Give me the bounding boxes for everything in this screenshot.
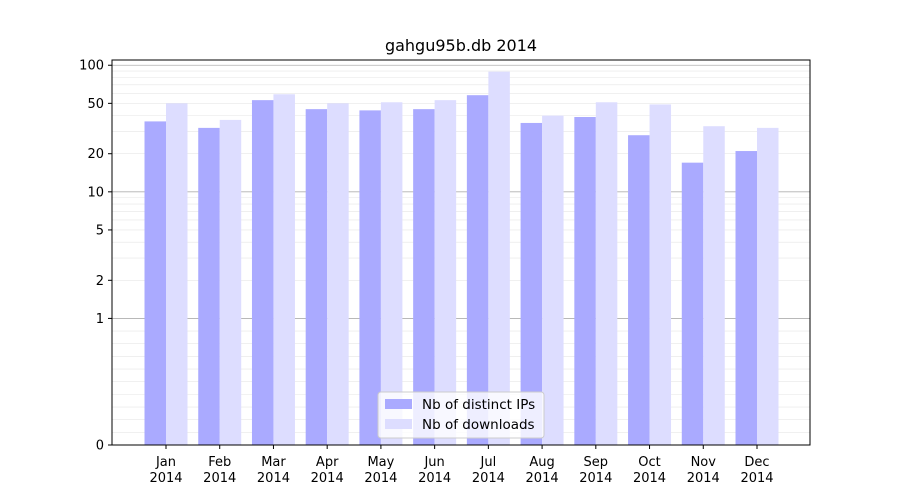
- bar-distinct-ips-10: [681, 162, 704, 445]
- x-tick-label: Nov 2014: [687, 455, 720, 486]
- bar-distinct-ips-9: [628, 135, 650, 445]
- bar-downloads-5: [434, 100, 457, 445]
- bar-distinct-ips-2: [251, 100, 274, 445]
- x-tick-label: Apr 2014: [311, 455, 344, 486]
- x-tick-label: Aug 2014: [526, 455, 559, 486]
- bar-downloads-11: [757, 127, 779, 445]
- bar-downloads-1: [219, 119, 242, 445]
- x-tick-label: Feb 2014: [203, 455, 236, 486]
- bar-distinct-ips-7: [520, 122, 543, 445]
- bar-downloads-7: [542, 115, 564, 445]
- bar-downloads-3: [327, 103, 349, 445]
- legend-swatch: [385, 399, 412, 409]
- bar-downloads-4: [380, 102, 403, 445]
- bar-downloads-0: [166, 103, 188, 445]
- bar-distinct-ips-3: [305, 109, 328, 446]
- y-tick-label: 50: [87, 97, 104, 112]
- x-tick-label: Oct 2014: [633, 455, 666, 486]
- legend: Nb of distinct IPs Nb of downloads: [377, 391, 545, 439]
- legend-label: Nb of downloads: [422, 417, 535, 433]
- chart-title: gahgu95b.db 2014: [385, 36, 537, 55]
- bar-distinct-ips-5: [413, 109, 435, 446]
- legend-box: [377, 391, 545, 439]
- y-tick-label: 20: [87, 147, 104, 162]
- x-tick-label: Mar 2014: [257, 455, 290, 486]
- y-tick-label: 0: [96, 439, 104, 454]
- bar-distinct-ips-4: [359, 110, 381, 445]
- y-tick-label: 2: [96, 274, 104, 289]
- bar-downloads-8: [595, 102, 618, 445]
- bars-layer: [144, 71, 779, 446]
- bar-downloads-2: [273, 94, 295, 446]
- x-tick-label: Jan 2014: [149, 455, 182, 486]
- y-tick-label: 10: [87, 185, 104, 200]
- x-tick-label: May 2014: [364, 455, 397, 486]
- y-tick-label: 1: [96, 312, 104, 327]
- x-tick-label: Jul 2014: [472, 455, 505, 486]
- bar-downloads-9: [649, 104, 672, 445]
- bar-distinct-ips-0: [144, 121, 166, 445]
- legend-label: Nb of distinct IPs: [422, 397, 535, 413]
- plot-frame: [111, 59, 811, 446]
- legend-swatch: [385, 419, 412, 429]
- x-tick-label: Jun 2014: [418, 455, 451, 486]
- y-tick-label: 100: [79, 59, 104, 74]
- bar-distinct-ips-11: [735, 151, 757, 445]
- bar-distinct-ips-8: [574, 117, 596, 446]
- x-tick-label: Dec 2014: [740, 455, 773, 486]
- x-tick-label: Sep 2014: [579, 455, 612, 486]
- bar-downloads-6: [488, 71, 510, 446]
- bar-distinct-ips-1: [198, 127, 220, 445]
- bar-distinct-ips-6: [466, 95, 489, 445]
- y-tick-label: 5: [96, 223, 104, 238]
- bar-downloads-10: [703, 126, 725, 446]
- axes-layer: 0 1 2 5 10 20 50 100 Jan 2014 Feb 2014 Mar 2014 Apr 201…: [79, 59, 811, 486]
